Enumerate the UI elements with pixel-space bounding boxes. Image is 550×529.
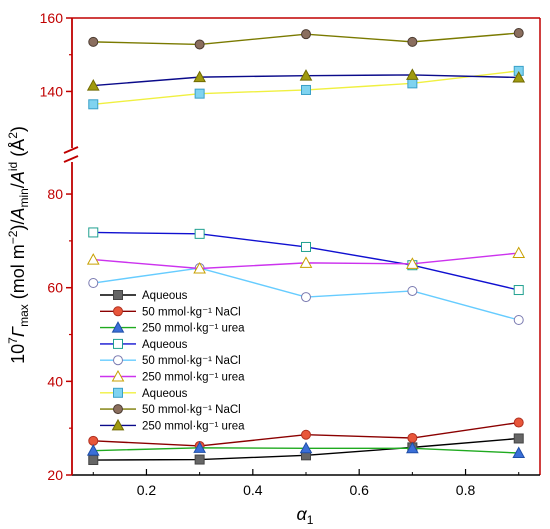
series-8 <box>88 28 524 50</box>
data-point <box>88 227 99 238</box>
series-layer <box>86 28 526 466</box>
y-tick-label: 140 <box>40 83 64 99</box>
x-tick-label: 0.4 <box>243 482 263 498</box>
legend-label: 250 mmol·kg⁻¹ urea <box>142 420 245 432</box>
axis-break-mark <box>63 146 79 154</box>
data-point <box>88 99 99 110</box>
data-point <box>406 441 419 454</box>
legend-marker <box>111 418 125 431</box>
data-point <box>512 70 526 83</box>
data-point <box>513 315 524 326</box>
data-point <box>513 433 524 444</box>
legend-marker <box>113 290 123 300</box>
legend-marker <box>113 338 123 349</box>
series-4 <box>88 227 524 296</box>
data-point <box>513 285 524 296</box>
legend-label: 250 mmol·kg⁻¹ urea <box>142 372 245 384</box>
data-point <box>88 36 99 47</box>
data-point <box>301 429 311 440</box>
data-point <box>407 433 418 444</box>
data-point <box>301 29 311 40</box>
series-5 <box>88 263 524 326</box>
data-point <box>299 256 313 268</box>
legend-label: Aqueous <box>142 339 188 351</box>
data-point <box>512 446 526 458</box>
legend: Aqueous 50 mmol·kg⁻¹ NaCl 250 mmol·kg⁻¹ ur… <box>100 290 245 432</box>
data-point <box>88 455 99 466</box>
legend-marker <box>113 387 123 398</box>
series-7 <box>88 65 524 110</box>
legend-marker <box>113 306 123 317</box>
data-point <box>193 70 206 83</box>
data-point <box>86 253 100 265</box>
legend-label: 50 mmol·kg⁻¹ NaCl <box>142 404 241 416</box>
data-point <box>301 84 311 95</box>
data-point <box>193 261 206 274</box>
data-point <box>193 441 206 453</box>
x-axis-title: α1 <box>297 504 314 527</box>
x-tick-label: 0.2 <box>137 482 157 498</box>
data-point <box>512 246 526 259</box>
y-tick-label: 60 <box>47 280 63 296</box>
data-point <box>299 441 313 454</box>
legend-marker <box>111 321 125 333</box>
series-6 <box>86 246 526 274</box>
y-tick-label: 40 <box>47 373 63 389</box>
data-point <box>299 69 313 81</box>
y-axis-title: 107Γmax (mol m−2)/Amin/Aid (Å2) <box>6 126 31 364</box>
legend-label: 50 mmol·kg⁻¹ NaCl <box>142 306 241 318</box>
legend-marker <box>113 355 123 366</box>
series-9 <box>86 68 526 91</box>
legend-label: 50 mmol·kg⁻¹ NaCl <box>142 355 241 367</box>
data-point <box>88 278 99 289</box>
y-tick-label: 20 <box>47 467 63 483</box>
data-point <box>194 228 205 239</box>
y-tick-label: 80 <box>47 186 63 202</box>
series-3 <box>86 441 526 458</box>
legend-marker <box>113 404 123 415</box>
data-point <box>513 28 524 39</box>
data-point <box>513 417 524 428</box>
data-point <box>406 68 419 80</box>
data-point <box>194 39 205 50</box>
data-point <box>301 292 311 303</box>
y-tick-label: 160 <box>40 10 64 26</box>
x-tick-label: 0.6 <box>349 482 369 498</box>
legend-marker <box>111 369 125 382</box>
legend-label: Aqueous <box>142 290 188 302</box>
data-point <box>194 88 205 99</box>
axis-break-mark <box>63 155 79 163</box>
axes: 0.2 0.4 0.6 0.8 20 40 60 80 140 160 <box>40 10 541 498</box>
legend-label: Aqueous <box>142 388 188 400</box>
data-point <box>407 78 418 89</box>
data-point <box>86 444 100 456</box>
data-point <box>406 257 419 269</box>
data-point <box>86 79 100 91</box>
data-point <box>407 285 418 296</box>
data-point <box>301 241 311 252</box>
data-point <box>88 435 99 446</box>
legend-label: 250 mmol·kg⁻¹ urea <box>142 323 245 335</box>
data-point <box>194 454 205 465</box>
data-point <box>407 36 418 47</box>
x-tick-label: 0.8 <box>456 482 476 498</box>
